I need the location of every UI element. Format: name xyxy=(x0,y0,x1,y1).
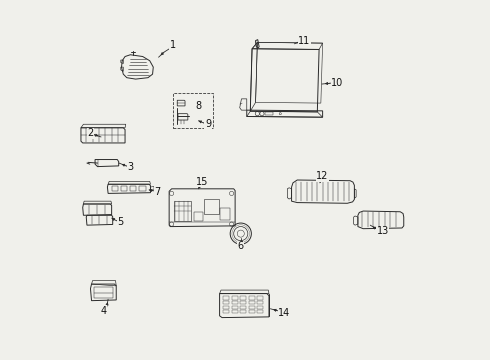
Bar xyxy=(112,186,118,191)
Bar xyxy=(240,301,246,304)
Bar xyxy=(240,296,246,300)
Text: 15: 15 xyxy=(196,177,208,187)
Bar xyxy=(232,296,238,300)
Bar xyxy=(232,310,238,313)
Text: 3: 3 xyxy=(127,162,133,172)
Bar xyxy=(94,287,113,298)
Bar xyxy=(232,306,238,309)
Text: 14: 14 xyxy=(278,309,291,318)
Bar xyxy=(248,301,255,304)
Text: 2: 2 xyxy=(87,129,94,139)
Bar xyxy=(257,301,263,304)
Bar xyxy=(257,310,263,313)
Bar xyxy=(223,306,229,309)
Text: 13: 13 xyxy=(376,226,389,236)
Bar xyxy=(223,310,229,313)
Bar xyxy=(266,112,273,115)
Text: 5: 5 xyxy=(117,217,123,227)
Text: 1: 1 xyxy=(170,40,176,50)
Bar xyxy=(223,301,229,304)
Bar xyxy=(174,201,192,221)
Text: 12: 12 xyxy=(317,171,329,181)
Text: 4: 4 xyxy=(100,306,106,315)
Text: 9: 9 xyxy=(205,119,211,129)
Bar xyxy=(172,93,213,128)
Bar xyxy=(248,296,255,300)
Bar xyxy=(139,186,146,191)
Bar xyxy=(121,186,127,191)
Text: 8: 8 xyxy=(196,101,201,111)
Text: 6: 6 xyxy=(238,241,244,251)
Bar xyxy=(240,306,246,309)
Bar xyxy=(130,186,136,191)
Bar xyxy=(240,310,246,313)
Bar xyxy=(248,306,255,309)
Text: 7: 7 xyxy=(154,186,161,197)
Bar xyxy=(257,306,263,309)
Bar xyxy=(232,301,238,304)
Bar xyxy=(223,296,229,300)
Bar xyxy=(194,212,203,221)
Bar xyxy=(220,208,230,220)
Text: 11: 11 xyxy=(298,36,310,46)
Bar xyxy=(248,310,255,313)
Bar xyxy=(257,296,263,300)
Bar xyxy=(204,199,219,213)
Text: 10: 10 xyxy=(331,78,343,88)
